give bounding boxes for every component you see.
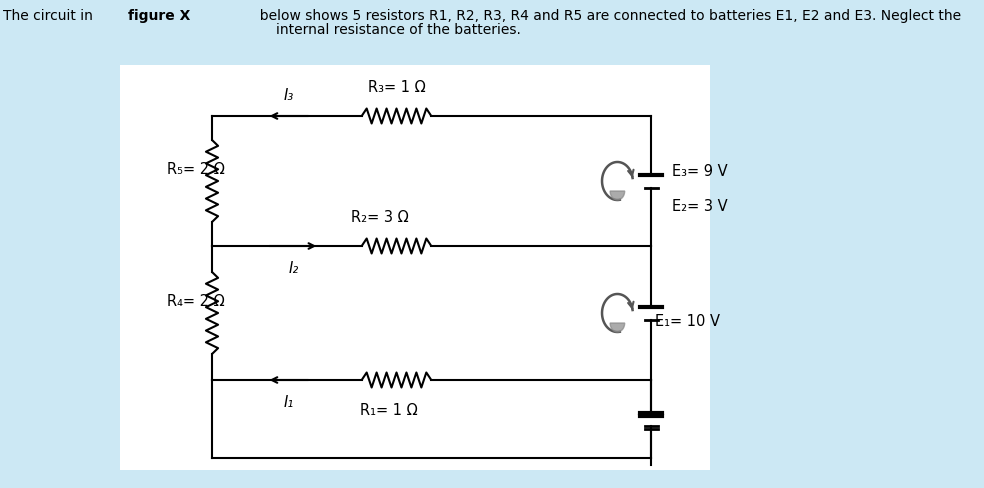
- Text: E₂= 3 V: E₂= 3 V: [672, 199, 727, 214]
- Text: I₃: I₃: [283, 88, 293, 103]
- Text: figure X: figure X: [128, 9, 190, 23]
- Text: below shows 5 resistors R1, R2, R3, R4 and R5 are connected to batteries E1, E2 : below shows 5 resistors R1, R2, R3, R4 a…: [251, 9, 961, 23]
- Text: E₃= 9 V: E₃= 9 V: [672, 164, 727, 179]
- Text: R₂= 3 Ω: R₂= 3 Ω: [351, 209, 409, 224]
- Text: R₃= 1 Ω: R₃= 1 Ω: [368, 80, 425, 95]
- Text: I₂: I₂: [288, 261, 298, 275]
- Text: R₁= 1 Ω: R₁= 1 Ω: [359, 402, 417, 417]
- Text: E₁= 10 V: E₁= 10 V: [655, 314, 720, 329]
- Text: The circuit in: The circuit in: [3, 9, 97, 23]
- Polygon shape: [610, 324, 625, 332]
- Text: I₁: I₁: [283, 394, 293, 409]
- FancyBboxPatch shape: [120, 66, 710, 470]
- Text: R₅= 2 Ω: R₅= 2 Ω: [167, 162, 225, 177]
- Text: R₄= 2 Ω: R₄= 2 Ω: [167, 294, 225, 309]
- Text: internal resistance of the batteries.: internal resistance of the batteries.: [276, 23, 521, 37]
- Polygon shape: [610, 192, 625, 201]
